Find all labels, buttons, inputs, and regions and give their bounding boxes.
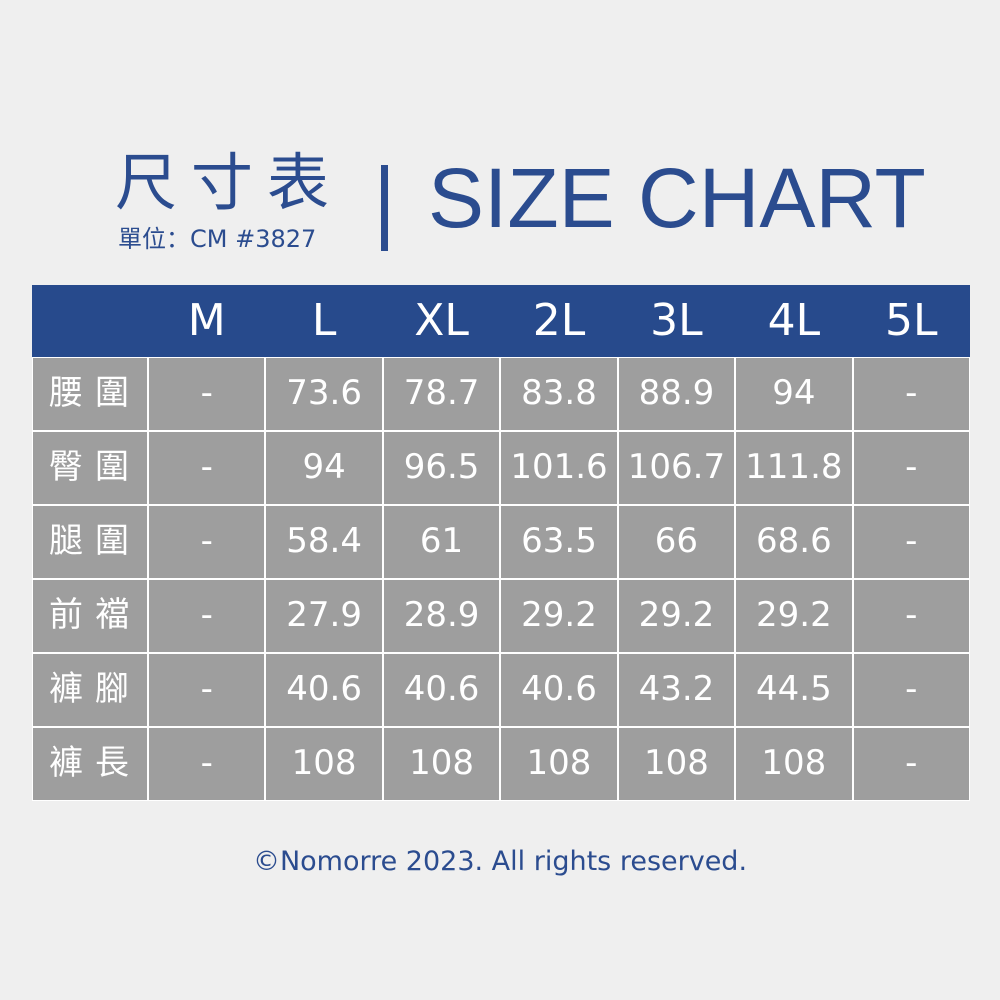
unit: 單位：CM #3827	[118, 225, 317, 253]
size-table: M L XL 2L 3L 4L 5L 腰圍 -73.6 78.7 83.8 88.9 94- 臀圍 -94 9…	[32, 285, 970, 803]
row-label: 腿圍	[32, 505, 148, 579]
size-value: 40.6	[500, 653, 618, 727]
column-header: 5L	[852, 285, 970, 357]
size-value: 88.9	[617, 357, 736, 431]
column-header: L	[265, 285, 383, 357]
column-header: 3L	[617, 285, 736, 357]
size-value: 96.5	[382, 431, 501, 505]
size-value: -	[852, 505, 970, 579]
size-value: 68.6	[735, 505, 853, 579]
size-value: 108	[735, 727, 853, 801]
size-value: 78.7	[382, 357, 501, 431]
size-value: -	[852, 357, 970, 431]
size-value: 27.9	[265, 579, 383, 653]
size-value: 29.2	[735, 579, 853, 653]
size-value: 28.9	[382, 579, 501, 653]
size-value: 63.5	[500, 505, 618, 579]
size-value: 108	[500, 727, 618, 801]
column-header: 2L	[500, 285, 618, 357]
title-zh: 尺寸表	[115, 146, 344, 219]
size-value: 94	[735, 357, 853, 431]
row-label: 前襠	[32, 579, 148, 653]
title-en: SIZE CHART	[428, 151, 926, 245]
column-header: M	[148, 285, 266, 357]
size-value: 29.2	[500, 579, 618, 653]
size-value: 111.8	[735, 431, 853, 505]
size-value: 83.8	[500, 357, 618, 431]
size-value: 108	[265, 727, 383, 801]
size-value: 101.6	[500, 431, 618, 505]
size-value: 58.4	[265, 505, 383, 579]
size-value: 73.6	[265, 357, 383, 431]
column-header: 4L	[735, 285, 853, 357]
size-value: 61	[382, 505, 501, 579]
size-value: -	[148, 505, 266, 579]
size-value: -	[852, 579, 970, 653]
size-value: -	[148, 357, 266, 431]
row-label: 臀圍	[32, 431, 148, 505]
column-header: XL	[382, 285, 501, 357]
size-value: -	[852, 653, 970, 727]
size-value: 40.6	[265, 653, 383, 727]
size-value: -	[148, 653, 266, 727]
size-value: -	[148, 579, 266, 653]
size-value: -	[148, 727, 266, 801]
size-value: -	[148, 431, 266, 505]
size-value: 108	[382, 727, 501, 801]
size-value: 29.2	[617, 579, 736, 653]
footer: ©Nomorre 2023. All rights reserved.	[252, 846, 748, 877]
row-label: 褲腳	[32, 653, 148, 727]
row-label: 褲長	[32, 727, 148, 801]
divider	[381, 165, 388, 251]
size-value: 44.5	[735, 653, 853, 727]
size-value: 108	[617, 727, 736, 801]
size-value: 106.7	[617, 431, 736, 505]
size-value: -	[852, 727, 970, 801]
size-value: 43.2	[617, 653, 736, 727]
size-value: 94	[265, 431, 383, 505]
header-corner	[32, 285, 148, 357]
size-value: -	[852, 431, 970, 505]
size-value: 40.6	[382, 653, 501, 727]
row-label: 腰圍	[32, 357, 148, 431]
size-value: 66	[617, 505, 736, 579]
